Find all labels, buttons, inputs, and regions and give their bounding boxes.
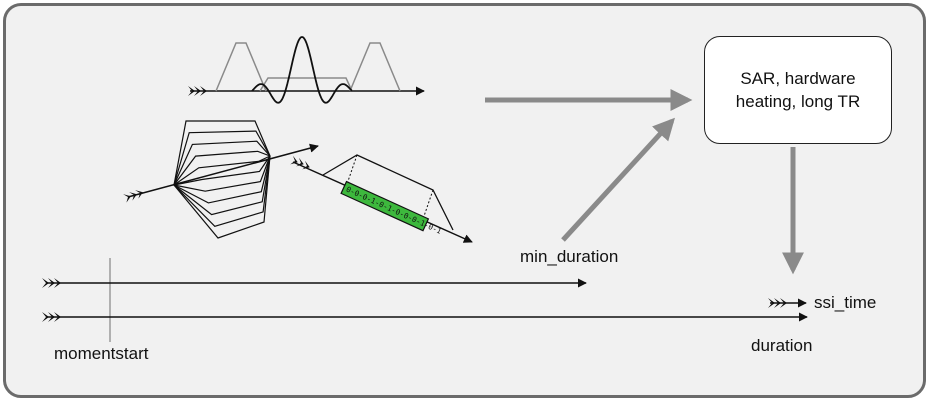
min-duration-label: min_duration — [520, 247, 619, 266]
phase-encode-step — [173, 140, 271, 186]
gradient-trapezoid-right — [349, 42, 401, 92]
phase-encode-fan — [123, 120, 319, 239]
readout-tail-feather-icon — [290, 155, 310, 170]
phase-encode-step — [173, 155, 271, 227]
duration-tail-feather-icon — [42, 312, 61, 322]
flow-arrows — [485, 89, 804, 275]
phase-encode-steps — [173, 120, 271, 239]
momentstart-label: momentstart — [54, 344, 149, 363]
phase-encode-step — [173, 155, 271, 192]
min-duration-to-constraints-arrow — [561, 117, 675, 242]
adc-bar — [340, 180, 430, 232]
gradient-plateau — [259, 77, 353, 92]
phase-encode-step — [173, 120, 271, 186]
phase-encode-step — [173, 130, 271, 186]
phase-encode-step — [173, 155, 271, 239]
rf-timeline — [188, 36, 425, 104]
phase-time-axis — [127, 143, 319, 198]
rf-sinc-pulse — [251, 36, 353, 104]
phase-encode-step — [173, 155, 271, 186]
rf-tail-feather-icon — [188, 86, 207, 96]
duration-label: duration — [751, 336, 813, 355]
min-duration-tail-feather-icon — [42, 278, 61, 288]
phase-encode-step — [173, 155, 271, 186]
constraints-line-2: heating, long TR — [735, 92, 861, 111]
adc-sample-pattern: 0-0-0-1-0-1-0-0-0-1-0-1 — [345, 185, 443, 236]
ssi-time-label: ssi_time — [814, 293, 877, 312]
readout-gradient-trapezoid — [322, 154, 454, 231]
lower-timelines — [42, 258, 808, 342]
constraints-box: SAR, hardware heating, long TR — [704, 36, 892, 144]
gradient-trapezoid-left — [215, 42, 267, 92]
phase-tail-feather-icon — [123, 190, 143, 203]
phase-encode-step — [173, 155, 271, 204]
adc-block: 0-0-0-1-0-1-0-0-0-1-0-1 — [340, 180, 443, 236]
ssi-time-tail-feather-icon — [768, 298, 787, 308]
phase-encode-step — [173, 155, 271, 216]
readout-timeline: 0-0-0-1-0-1-0-0-0-1-0-1 — [290, 154, 473, 243]
phase-encode-step — [173, 150, 271, 186]
constraints-line-1: SAR, hardware — [740, 69, 856, 88]
